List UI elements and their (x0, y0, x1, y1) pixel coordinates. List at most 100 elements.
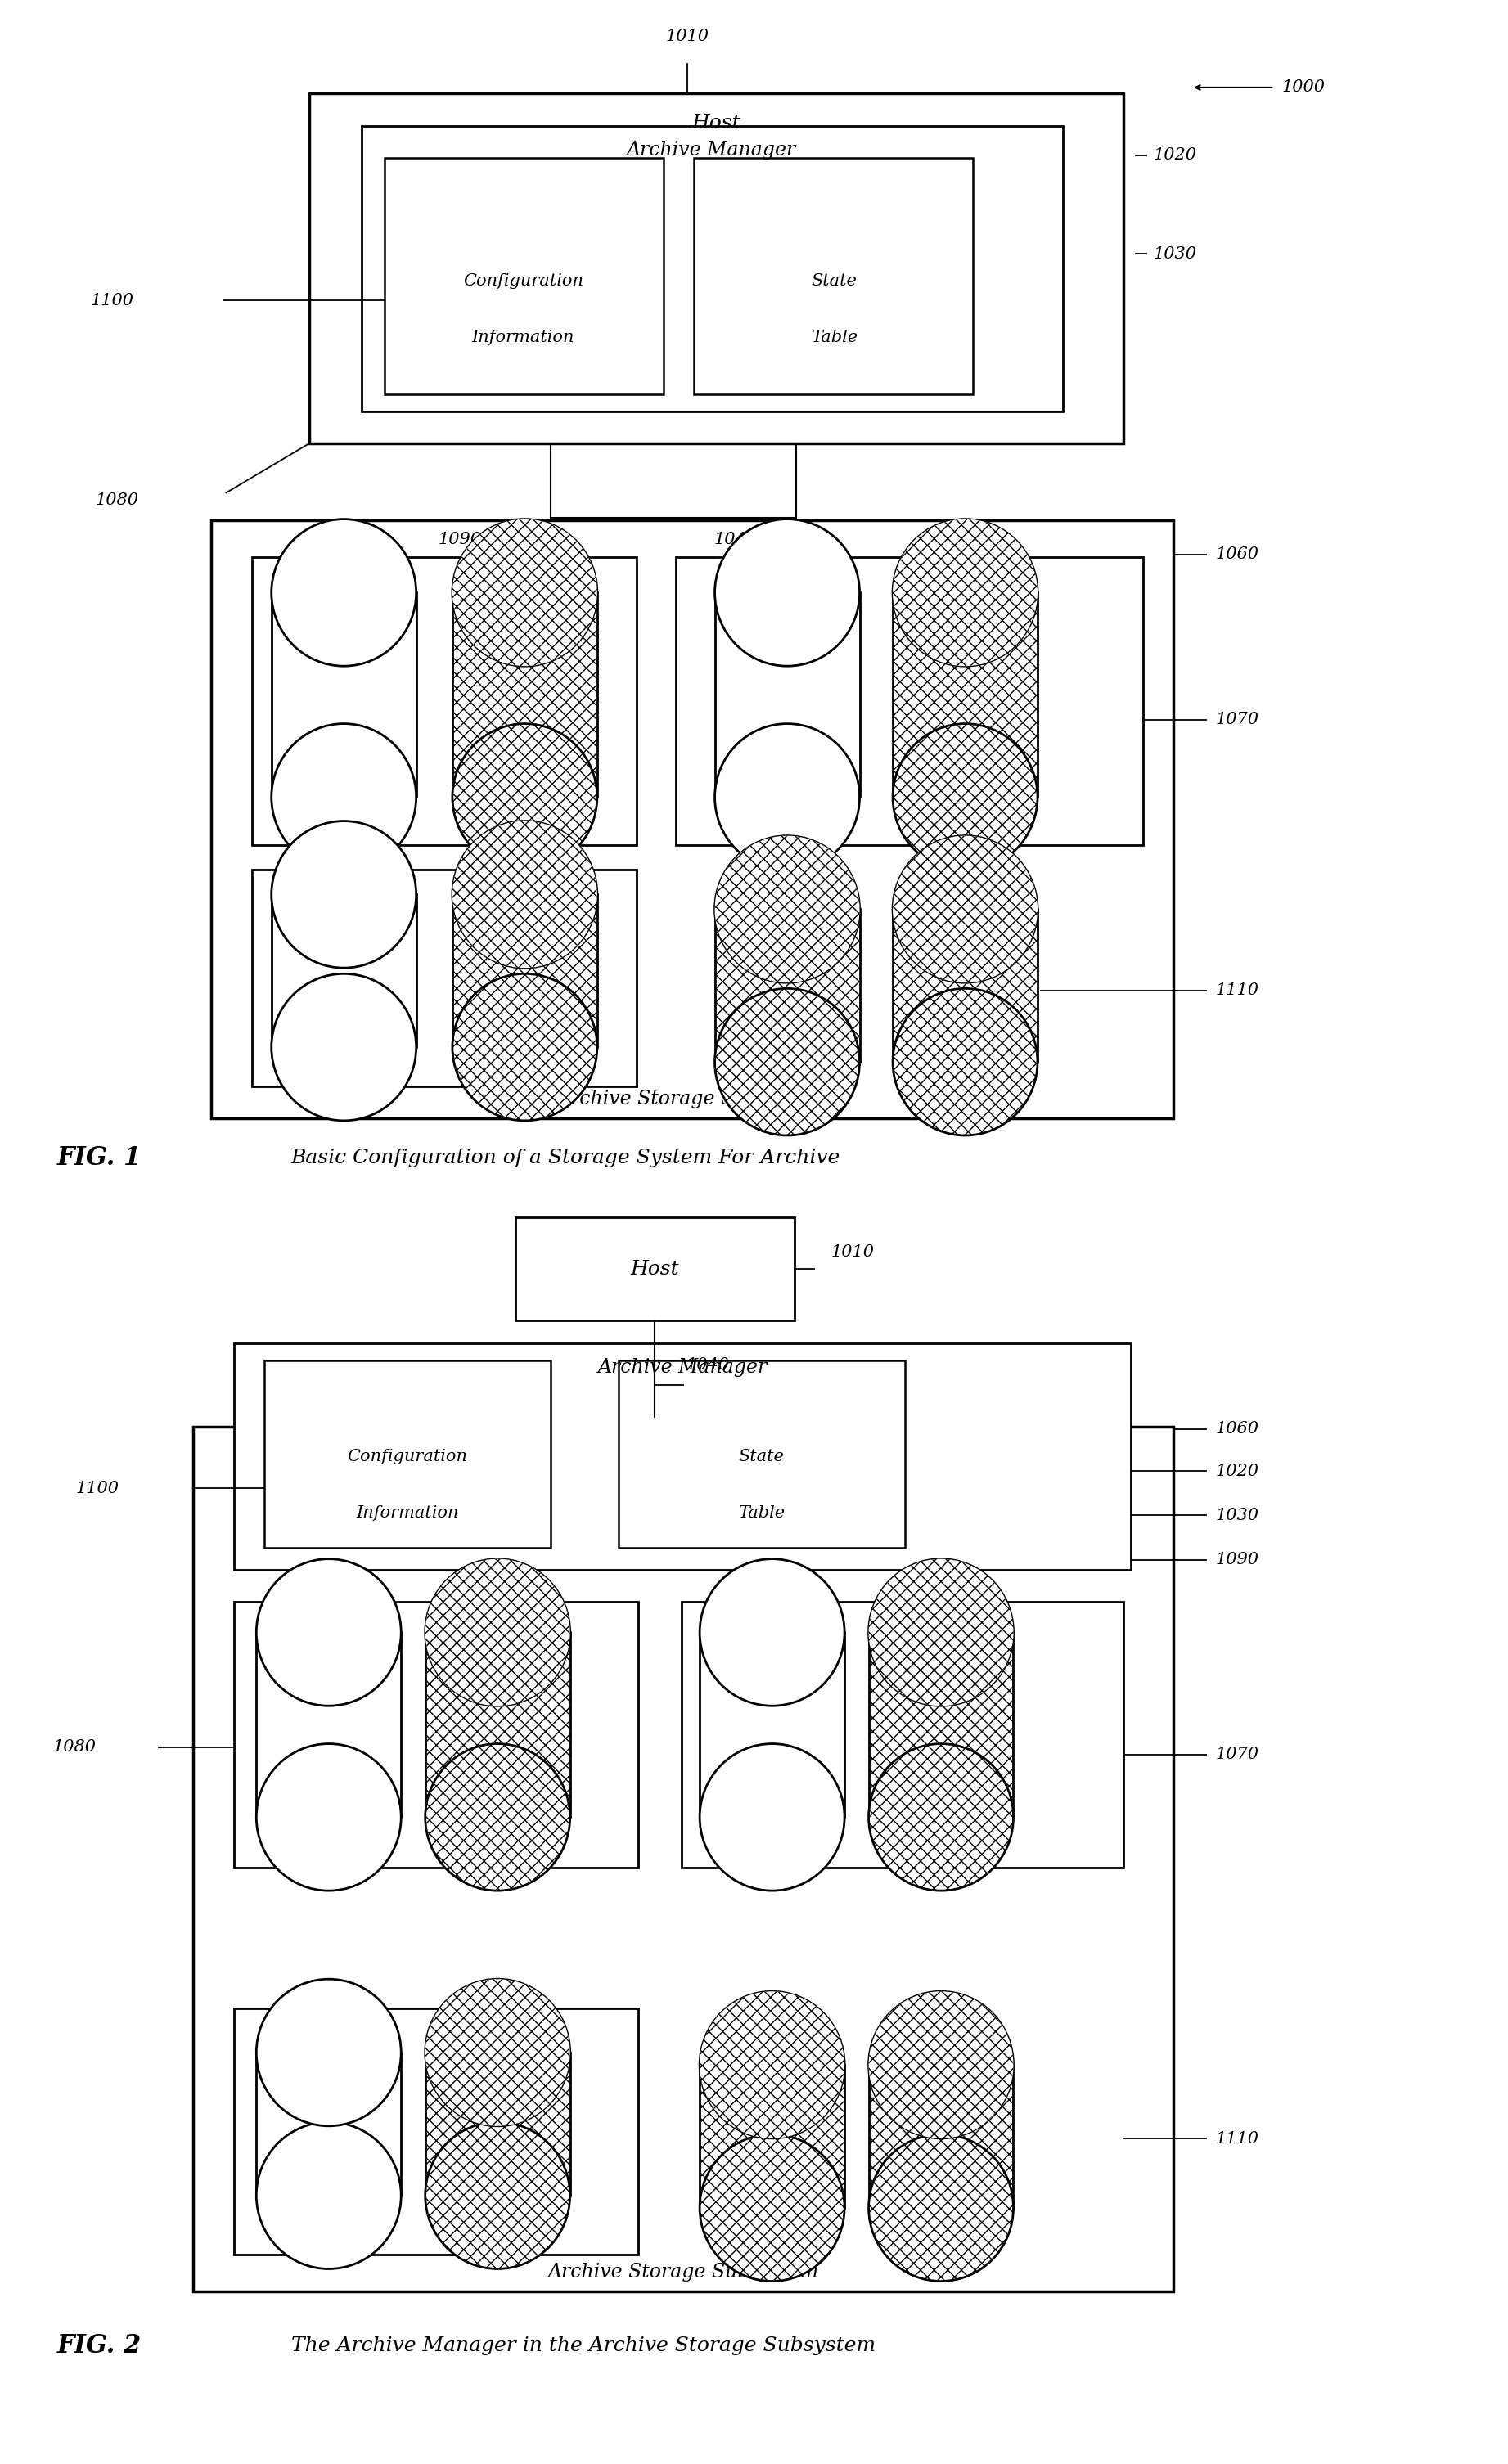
Bar (700, 2065, 844, 2208)
Bar (452, 594, 597, 798)
Ellipse shape (425, 1979, 570, 2126)
Text: Archive Manager: Archive Manager (599, 1358, 768, 1377)
Text: 1020: 1020 (1215, 1464, 1259, 1478)
Bar (869, 2065, 1013, 2208)
Ellipse shape (256, 1979, 401, 2126)
Ellipse shape (425, 1560, 570, 1705)
Ellipse shape (715, 835, 860, 983)
Bar (682, 1602, 1123, 1868)
Ellipse shape (271, 520, 416, 665)
Bar (362, 126, 1063, 411)
Text: 1110: 1110 (1215, 983, 1259, 998)
Bar (234, 1343, 1131, 1570)
Text: Archive Manager: Archive Manager (627, 140, 796, 160)
Text: 1010: 1010 (667, 30, 709, 44)
Ellipse shape (893, 520, 1038, 665)
Text: 1090: 1090 (1215, 1552, 1259, 1567)
Ellipse shape (452, 520, 597, 665)
Ellipse shape (893, 835, 1038, 983)
Ellipse shape (425, 1745, 570, 1890)
Text: FIG. 1: FIG. 1 (57, 1146, 142, 1170)
Ellipse shape (452, 821, 597, 968)
Bar (425, 2053, 570, 2195)
Ellipse shape (869, 1560, 1013, 1705)
Text: 1060: 1060 (1215, 1422, 1259, 1437)
Text: 1030: 1030 (1215, 1508, 1259, 1523)
Ellipse shape (869, 2134, 1013, 2282)
Text: Configuration: Configuration (347, 1449, 467, 1464)
Bar (676, 557, 1143, 845)
Bar (452, 894, 597, 1047)
Bar (234, 2008, 638, 2255)
Text: 1040: 1040 (715, 532, 757, 547)
Text: Information: Information (472, 330, 575, 345)
Ellipse shape (700, 1991, 844, 2139)
Ellipse shape (893, 724, 1038, 870)
Ellipse shape (700, 1991, 844, 2139)
Ellipse shape (425, 1560, 570, 1705)
Bar (869, 1634, 1013, 1818)
Ellipse shape (893, 835, 1038, 983)
Text: Host: Host (692, 113, 740, 133)
Ellipse shape (715, 988, 860, 1136)
Ellipse shape (425, 2122, 570, 2269)
Ellipse shape (452, 520, 597, 665)
Text: Archive Storage Subsystem: Archive Storage Subsystem (547, 2262, 819, 2282)
Ellipse shape (452, 973, 597, 1121)
Ellipse shape (271, 973, 416, 1121)
Ellipse shape (271, 821, 416, 968)
Bar (385, 158, 664, 394)
Ellipse shape (700, 1745, 844, 1890)
Ellipse shape (869, 1745, 1013, 1890)
Text: 1070: 1070 (1215, 712, 1259, 727)
Bar (271, 594, 416, 798)
Bar (425, 1634, 570, 1818)
Text: 1010: 1010 (831, 1244, 875, 1259)
Text: The Archive Manager in the Archive Storage Subsystem: The Archive Manager in the Archive Stora… (291, 2336, 875, 2356)
Text: 1000: 1000 (1282, 79, 1326, 96)
Bar (256, 2053, 401, 2195)
Bar (193, 1427, 1173, 2292)
Text: Host: Host (630, 1259, 679, 1279)
Text: 1090: 1090 (439, 532, 481, 547)
Ellipse shape (869, 1560, 1013, 1705)
Bar (252, 557, 636, 845)
Ellipse shape (452, 821, 597, 968)
Text: 1100: 1100 (90, 293, 134, 308)
Ellipse shape (893, 988, 1038, 1136)
Text: Basic Configuration of a Storage System For Archive: Basic Configuration of a Storage System … (291, 1148, 840, 1168)
Ellipse shape (715, 835, 860, 983)
Bar (516, 1217, 795, 1321)
Ellipse shape (869, 1991, 1013, 2139)
Bar (618, 1360, 905, 1547)
Ellipse shape (256, 1560, 401, 1705)
Text: Configuration: Configuration (463, 274, 584, 288)
Text: 1080: 1080 (95, 493, 139, 508)
Text: Table: Table (811, 330, 857, 345)
Text: Archive Storage Subsystem: Archive Storage Subsystem (556, 1089, 828, 1109)
Ellipse shape (700, 2134, 844, 2282)
Bar (264, 1360, 550, 1547)
Ellipse shape (425, 1979, 570, 2126)
Text: FIG. 2: FIG. 2 (57, 2333, 142, 2358)
Text: 1040: 1040 (686, 1358, 730, 1372)
Ellipse shape (256, 1745, 401, 1890)
Bar (893, 909, 1038, 1062)
Text: State: State (811, 274, 857, 288)
Ellipse shape (715, 520, 860, 665)
Bar (256, 1634, 401, 1818)
Bar (694, 158, 973, 394)
Ellipse shape (869, 1991, 1013, 2139)
Text: 1020: 1020 (1154, 148, 1197, 163)
Ellipse shape (715, 724, 860, 870)
Bar (252, 870, 636, 1087)
Ellipse shape (256, 2122, 401, 2269)
Text: Table: Table (739, 1506, 784, 1520)
Ellipse shape (700, 1560, 844, 1705)
Ellipse shape (452, 724, 597, 870)
Bar (715, 909, 860, 1062)
Text: 1070: 1070 (1215, 1747, 1259, 1762)
Bar (211, 520, 1173, 1119)
Bar (893, 594, 1038, 798)
Bar (309, 94, 1123, 444)
